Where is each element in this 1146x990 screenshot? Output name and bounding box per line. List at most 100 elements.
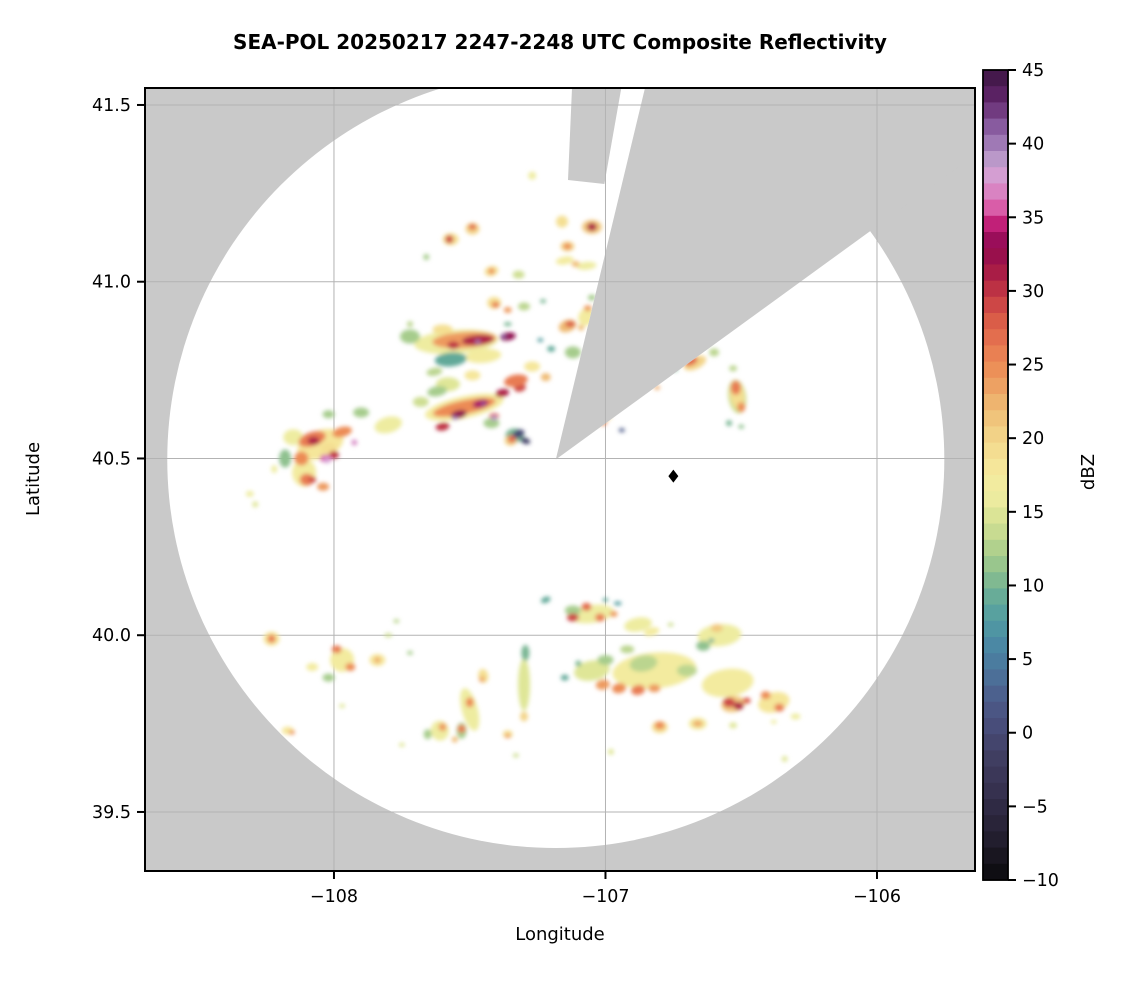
colorbar-band xyxy=(983,70,1008,87)
echo-blob xyxy=(252,501,259,508)
echo-blob xyxy=(710,624,723,633)
echo-blob xyxy=(465,697,474,708)
colorbar-tick-label: −10 xyxy=(1022,871,1059,891)
echo-blob xyxy=(571,261,580,268)
echo-blob xyxy=(576,261,597,270)
colorbar: 45 40 35 30 25 20 15 10 5 0 −5 −10 xyxy=(982,61,1059,891)
echo-blob xyxy=(512,429,525,439)
colorbar-band xyxy=(983,199,1008,217)
echo-blob xyxy=(512,753,519,758)
echo-blob xyxy=(317,482,330,491)
echo-blob xyxy=(457,724,466,733)
echo-blob xyxy=(353,407,370,418)
echo-blob xyxy=(540,299,547,304)
echo-blob xyxy=(667,622,674,627)
colorbar-band xyxy=(983,410,1008,427)
echo-blob xyxy=(520,437,531,445)
echo-blob xyxy=(737,402,746,413)
echo-blob xyxy=(730,380,741,395)
echo-blob xyxy=(399,329,420,344)
echo-blob xyxy=(729,365,738,372)
y-axis-label: Latitude xyxy=(23,441,44,517)
echo-blob xyxy=(406,321,413,328)
echo-blob xyxy=(733,701,744,710)
colorbar-band xyxy=(983,815,1008,832)
colorbar-tick-label: 25 xyxy=(1022,356,1044,376)
echo-blob xyxy=(565,321,576,328)
echo-blob xyxy=(643,627,660,637)
echo-blob xyxy=(555,256,574,265)
y-tick-label: 40.5 xyxy=(92,449,131,469)
echo-blob xyxy=(267,755,276,762)
echo-blob xyxy=(696,640,711,651)
echo-blob xyxy=(566,613,579,622)
echo-blob xyxy=(412,396,429,407)
colorbar-band xyxy=(983,539,1008,557)
colorbar-band xyxy=(983,458,1008,476)
colorbar-band xyxy=(983,766,1008,784)
colorbar-band xyxy=(983,361,1008,379)
echo-blob xyxy=(595,679,610,690)
echo-blob xyxy=(307,436,320,445)
echo-blob xyxy=(613,601,622,606)
echo-blob xyxy=(398,742,405,747)
colorbar-band xyxy=(983,572,1008,589)
echo-blob xyxy=(564,605,581,616)
y-tick-label: 39.5 xyxy=(92,803,131,823)
echo-blob xyxy=(709,348,720,357)
echo-blob xyxy=(483,418,500,429)
colorbar-band xyxy=(983,394,1008,411)
colorbar-tick-label: 5 xyxy=(1022,650,1033,670)
echo-blob xyxy=(271,465,278,474)
echo-blob xyxy=(435,422,450,431)
echo-blob xyxy=(339,703,346,708)
echo-blob xyxy=(279,763,286,770)
colorbar-tick-label: 0 xyxy=(1022,724,1033,744)
colorbar-band xyxy=(983,264,1008,282)
echo-blob xyxy=(586,222,597,231)
echo-blob xyxy=(587,294,596,301)
colorbar-tick-label: 10 xyxy=(1022,576,1044,596)
echo-blob xyxy=(684,356,698,366)
echo-blob xyxy=(547,345,556,352)
colorbar-band xyxy=(983,102,1008,120)
echo-blob xyxy=(560,674,569,681)
echo-blob xyxy=(564,346,581,359)
echo-blob xyxy=(491,414,498,421)
echo-blob xyxy=(504,733,511,738)
echo-blob xyxy=(528,171,537,180)
echo-blob xyxy=(624,617,652,632)
echo-blob xyxy=(602,597,609,602)
colorbar-band xyxy=(983,118,1008,136)
echo-blob xyxy=(774,703,785,712)
echo-blob xyxy=(578,308,595,326)
echo-blob xyxy=(605,415,612,420)
echo-blob xyxy=(491,301,500,308)
echo-blob xyxy=(563,243,572,250)
echo-blob xyxy=(575,660,582,667)
echo-blob xyxy=(790,713,801,720)
echo-blob xyxy=(629,655,658,672)
echo-blob xyxy=(283,429,304,446)
blocked-sector-wedge xyxy=(567,88,622,185)
x-axis-label: Longitude xyxy=(515,924,605,945)
echo-blob xyxy=(447,341,460,350)
colorbar-band xyxy=(983,718,1008,735)
echo-blob xyxy=(481,401,486,406)
colorbar-band xyxy=(983,685,1008,703)
echo-blob xyxy=(520,711,529,722)
echo-blob xyxy=(267,634,276,643)
echo-blob xyxy=(540,373,551,382)
axes-spines xyxy=(144,87,976,872)
echo-blob xyxy=(537,338,544,343)
echo-blob xyxy=(474,339,481,344)
colorbar-band xyxy=(983,523,1008,541)
echo-blob xyxy=(556,215,569,228)
echo-blob xyxy=(503,306,512,313)
echo-blob xyxy=(581,602,592,611)
echo-blob xyxy=(468,223,477,230)
echo-blob xyxy=(488,268,495,275)
colorbar-band xyxy=(983,863,1008,881)
echo-blob xyxy=(322,410,335,419)
colorbar-band xyxy=(983,491,1008,508)
